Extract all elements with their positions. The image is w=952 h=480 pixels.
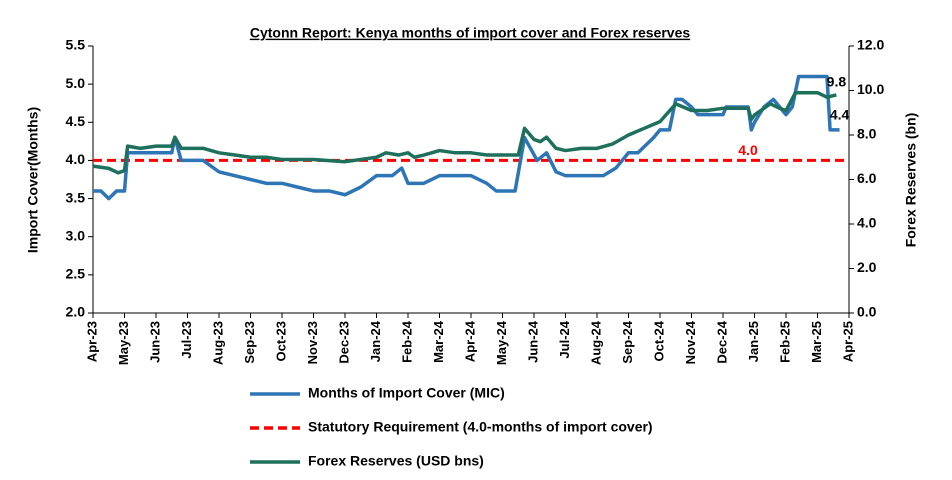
y-tick-label: 2.0 (66, 304, 86, 320)
y2-tick-label: 0.0 (857, 304, 877, 320)
x-tick-label: Apr-23 (84, 321, 99, 362)
legend-label: Months of Import Cover (MIC) (308, 385, 505, 401)
x-tick-label: Aug-24 (588, 320, 603, 365)
y2-tick-label: 6.0 (857, 170, 877, 186)
y-tick-label: 4.0 (66, 151, 86, 167)
y2-tick-label: 8.0 (857, 126, 877, 142)
x-tick-label: May-24 (494, 320, 509, 365)
x-tick-label: Sep-24 (620, 320, 635, 363)
x-tick-label: Dec-23 (336, 321, 351, 364)
x-tick-label: Oct-23 (273, 321, 288, 361)
y-tick-label: 5.5 (66, 37, 86, 53)
x-tick-label: Feb-25 (777, 321, 792, 363)
y-tick-label: 3.5 (66, 189, 86, 205)
legend-label: Statutory Requirement (4.0-months of imp… (308, 419, 653, 435)
x-tick-label: Dec-24 (714, 320, 729, 363)
x-tick-label: Feb-24 (399, 320, 414, 363)
x-tick-label: Aug-23 (210, 321, 225, 365)
x-tick-label: Nov-24 (683, 320, 698, 364)
y2-tick-label: 10.0 (857, 81, 884, 97)
y-tick-label: 2.5 (66, 266, 86, 282)
x-tick-label: Apr-25 (840, 321, 855, 362)
chart-title: Cytonn Report: Kenya months of import co… (250, 25, 691, 41)
reference-label: 4.0 (738, 142, 758, 158)
end-label: 4.4 (830, 107, 850, 123)
y2-axis-title: Forex Reserves (bn) (903, 113, 919, 248)
series-line (92, 90, 837, 175)
x-tick-label: Jul-23 (179, 321, 194, 359)
x-tick-label: Apr-24 (462, 320, 477, 362)
x-tick-label: Jan-25 (746, 321, 761, 362)
x-tick-label: Oct-24 (651, 320, 666, 361)
x-tick-label: Sep-23 (242, 321, 257, 364)
x-tick-label: Mar-24 (431, 320, 446, 363)
y-tick-label: 5.0 (66, 75, 86, 91)
x-tick-label: Nov-23 (305, 321, 320, 364)
legend-label: Forex Reserves (USD bns) (308, 453, 484, 469)
x-tick-label: Jan-24 (368, 320, 383, 362)
x-tick-label: Mar-25 (809, 321, 824, 363)
x-tick-label: Jul-24 (557, 320, 572, 358)
series-line (93, 74, 840, 201)
y-axis-title: Import Cover(Months) (25, 107, 41, 253)
x-tick-label: May-23 (116, 321, 131, 365)
x-tick-label: Jun-23 (147, 321, 162, 363)
y-tick-label: 4.5 (66, 113, 86, 129)
y-tick-label: 3.0 (66, 227, 86, 243)
y2-tick-label: 4.0 (857, 215, 877, 231)
end-label: 9.8 (827, 74, 847, 90)
y2-tick-label: 2.0 (857, 259, 877, 275)
y2-tick-label: 12.0 (857, 37, 884, 53)
x-tick-label: Jun-24 (525, 320, 540, 363)
